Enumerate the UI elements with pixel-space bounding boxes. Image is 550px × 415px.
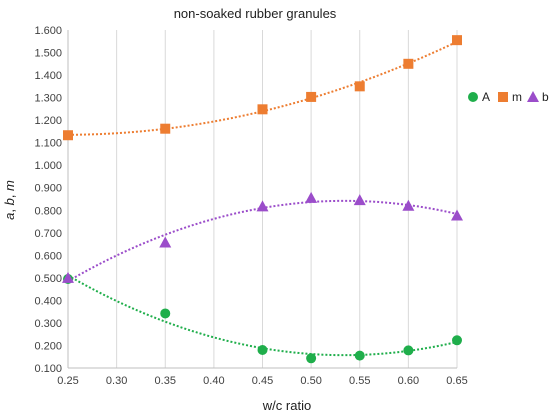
point-m <box>63 130 73 141</box>
point-b <box>451 209 463 221</box>
legend-label-m: m <box>512 90 522 104</box>
chart-title: non-soaked rubber granules <box>174 6 337 21</box>
y-tick-label: 1.100 <box>34 138 62 150</box>
x-tick-label: 0.50 <box>300 375 321 387</box>
x-tick-label: 0.30 <box>106 375 127 387</box>
y-tick-label: 0.800 <box>34 205 62 217</box>
y-tick-label: 1.600 <box>34 25 62 37</box>
x-tick-label: 0.45 <box>252 375 273 387</box>
point-m <box>160 123 171 134</box>
y-tick-label: 0.200 <box>34 340 62 352</box>
y-tick-label: 0.500 <box>34 273 62 285</box>
y-tick-label: 0.900 <box>34 183 62 195</box>
point-A <box>354 350 365 361</box>
point-b <box>305 191 318 203</box>
point-b <box>256 200 269 212</box>
x-tick-label: 0.35 <box>155 375 176 387</box>
point-m <box>306 91 317 102</box>
point-A <box>160 308 171 319</box>
legend-label-b: b <box>542 90 549 104</box>
point-b <box>402 199 415 211</box>
y-tick-label: 1.000 <box>34 160 62 172</box>
legend-label-A: A <box>482 90 490 104</box>
point-m <box>452 35 462 46</box>
axes: 0.25 0.30 0.35 0.40 0.45 0.50 0.55 0.60 0.65 0.10… <box>34 25 467 387</box>
point-A <box>306 353 317 364</box>
grid <box>67 30 458 368</box>
x-tick-label: 0.40 <box>203 375 224 387</box>
legend-marker-A <box>468 92 478 102</box>
x-tick-label: 0.65 <box>446 375 467 387</box>
y-tick-label: 1.200 <box>34 115 62 127</box>
x-tick-label: 0.60 <box>398 375 419 387</box>
point-m <box>354 81 365 92</box>
point-A <box>403 345 414 356</box>
y-tick-label: 0.600 <box>34 250 62 262</box>
y-tick-label: 0.700 <box>34 228 62 240</box>
legend-marker-b <box>527 91 539 102</box>
point-b <box>62 271 74 283</box>
y-tick-label: 0.300 <box>34 318 62 330</box>
x-tick-label: 0.55 <box>349 375 370 387</box>
y-axis-label: a, b, m <box>2 180 17 220</box>
y-tick-label: 0.100 <box>34 363 62 375</box>
point-m <box>403 58 414 69</box>
y-tick-label: 0.400 <box>34 295 62 307</box>
point-A <box>257 344 268 355</box>
x-tick-label: 0.25 <box>57 375 78 387</box>
point-A <box>452 335 462 346</box>
y-tick-label: 1.500 <box>34 48 62 60</box>
point-m <box>257 104 268 115</box>
markers <box>62 35 463 364</box>
point-b <box>353 194 366 206</box>
x-axis-label: w/c ratio <box>262 398 311 413</box>
y-tick-label: 1.400 <box>34 70 62 82</box>
y-tick-label: 1.300 <box>34 93 62 105</box>
point-b <box>159 236 172 248</box>
legend-marker-m <box>498 92 508 102</box>
